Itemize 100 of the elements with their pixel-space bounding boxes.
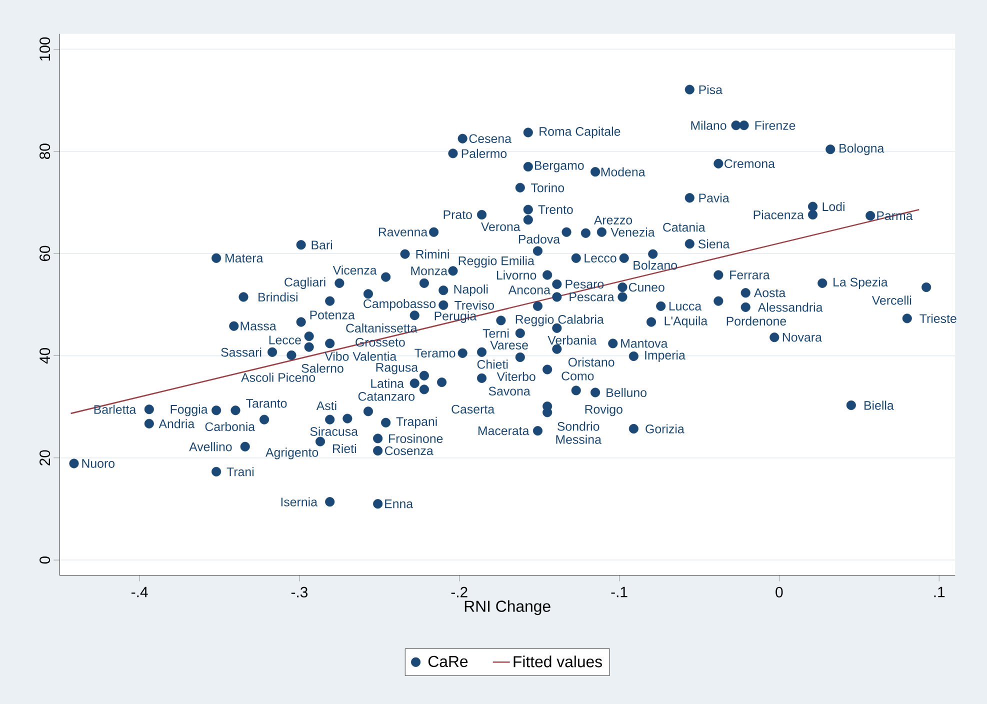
annotation: Latina	[371, 378, 404, 388]
annotation: Isernia	[281, 497, 318, 506]
annotation: Siena	[698, 239, 730, 248]
annotation: Pesaro	[566, 280, 604, 289]
annotation: Cremona	[724, 159, 775, 168]
annotation: Campobasso	[364, 298, 436, 311]
annotation: Foggia	[170, 404, 208, 416]
annotation: Caltanissetta	[346, 323, 418, 333]
annotation: Messina	[556, 434, 602, 444]
annotation: Macerata	[478, 426, 530, 436]
annotation: Frosinone	[389, 434, 443, 444]
annotation: Rieti	[332, 444, 356, 454]
annotation: Milano	[691, 120, 726, 130]
annotation: Palermo	[462, 148, 507, 158]
annotation: Torino	[531, 183, 564, 192]
annotation: Ascoli Piceno	[241, 372, 316, 382]
y-tick-label: 20	[40, 450, 50, 466]
x-tick-label: -.4	[132, 586, 148, 598]
annotation: Bolzano	[634, 260, 678, 270]
annotation: Monza	[411, 266, 448, 276]
annotation: Perugia	[434, 311, 477, 323]
y-tick-label: 0	[40, 556, 50, 564]
x-tick-label: -.3	[291, 586, 308, 598]
annotation: Catania	[663, 222, 706, 232]
annotation: Piacenza	[754, 210, 804, 220]
annotation: Bari	[312, 240, 332, 250]
annotation: Cagliari	[284, 277, 326, 289]
annotation: Salerno	[302, 364, 344, 373]
x-tick-label: -.1	[611, 586, 628, 598]
annotation: Sondrio	[558, 422, 600, 431]
annotation: Ancona	[508, 286, 550, 294]
x-axis-title: RNI Change	[464, 600, 550, 616]
annotation: Barletta	[94, 404, 136, 414]
annotation: Rimini	[416, 250, 449, 259]
annotation: Pavia	[699, 193, 730, 202]
annotation: Imperia	[645, 350, 686, 362]
annotation: Oristano	[568, 357, 614, 367]
annotation: Bergamo	[534, 161, 584, 172]
annotation: Livorno	[496, 270, 536, 280]
y-tick-label: 100	[40, 37, 50, 61]
annotation: Trieste	[920, 314, 956, 323]
annotation: Ferrara	[730, 270, 770, 280]
annotation: Sassari	[221, 348, 262, 357]
annotation: Asti	[316, 401, 336, 410]
annotation: Pordenone	[726, 316, 786, 326]
annotation: Vibo Valentia	[324, 352, 397, 361]
annotation: Andria	[158, 419, 195, 428]
annotation: Treviso	[454, 300, 494, 310]
annotation: Teramo	[414, 348, 456, 358]
legend-label: Fitted values	[514, 656, 602, 668]
x-tick-label: -.2	[451, 586, 468, 598]
annotation: Reggio Emilia	[458, 256, 534, 268]
annotation: Gorizia	[646, 424, 684, 434]
annotation: Siracusa	[310, 426, 358, 436]
annotation: Ravenna	[378, 228, 428, 236]
annotation: Savona	[488, 386, 530, 396]
y-tick-label: 60	[40, 246, 50, 262]
annotation: Agrigento	[266, 448, 318, 460]
annotation: Vicenza	[332, 266, 377, 275]
annotation: Lucca	[669, 302, 702, 310]
annotation: Chieti	[477, 360, 508, 369]
annotation: Modena	[601, 167, 646, 176]
annotation: Como	[562, 372, 594, 380]
y-tick-label: 40	[40, 348, 50, 364]
annotation: Ragusa	[376, 363, 418, 374]
x-tick-label: .1	[934, 586, 945, 598]
annotation: Lecco	[584, 254, 616, 262]
annotation: Bologna	[840, 144, 884, 156]
annotation: Novara	[782, 333, 822, 342]
annotation: Terni	[482, 328, 509, 338]
annotation: Aosta	[754, 288, 786, 298]
annotation: Napoli	[454, 284, 488, 296]
annotation: Pescara	[570, 292, 614, 302]
annotation: Cesena	[469, 134, 512, 144]
annotation: Arezzo	[594, 216, 632, 224]
annotation: Pisa	[699, 85, 722, 94]
annotation: Lodi	[822, 202, 844, 212]
annotation: Viterbo	[496, 372, 536, 382]
annotation: Carbonia	[205, 422, 256, 432]
annotation: La Spezia	[834, 277, 888, 289]
annotation: Cosenza	[384, 446, 434, 456]
annotation: Padova	[518, 234, 560, 244]
x-tick-label: 0	[776, 586, 783, 598]
annotation: Vercelli	[872, 296, 912, 305]
annotation: Trani	[226, 467, 254, 476]
y-tick-label: 80	[40, 144, 50, 160]
annotation: Belluno	[606, 388, 646, 398]
annotation: Brindisi	[258, 292, 298, 302]
annotation: Trapani	[396, 416, 437, 428]
annotation: Nuoro	[82, 459, 115, 468]
annotation: Taranto	[246, 399, 287, 408]
annotation: Caserta	[452, 404, 495, 414]
annotation: Prato	[444, 210, 472, 220]
annotation: Catanzaro	[358, 392, 415, 401]
annotation: Rovigo	[585, 404, 622, 416]
annotation: Verona	[481, 222, 520, 232]
annotation: Enna	[385, 500, 414, 508]
annotation: Alessandria	[758, 302, 823, 312]
annotation: Trento	[538, 205, 573, 214]
legend-label: CaRe	[428, 656, 468, 668]
